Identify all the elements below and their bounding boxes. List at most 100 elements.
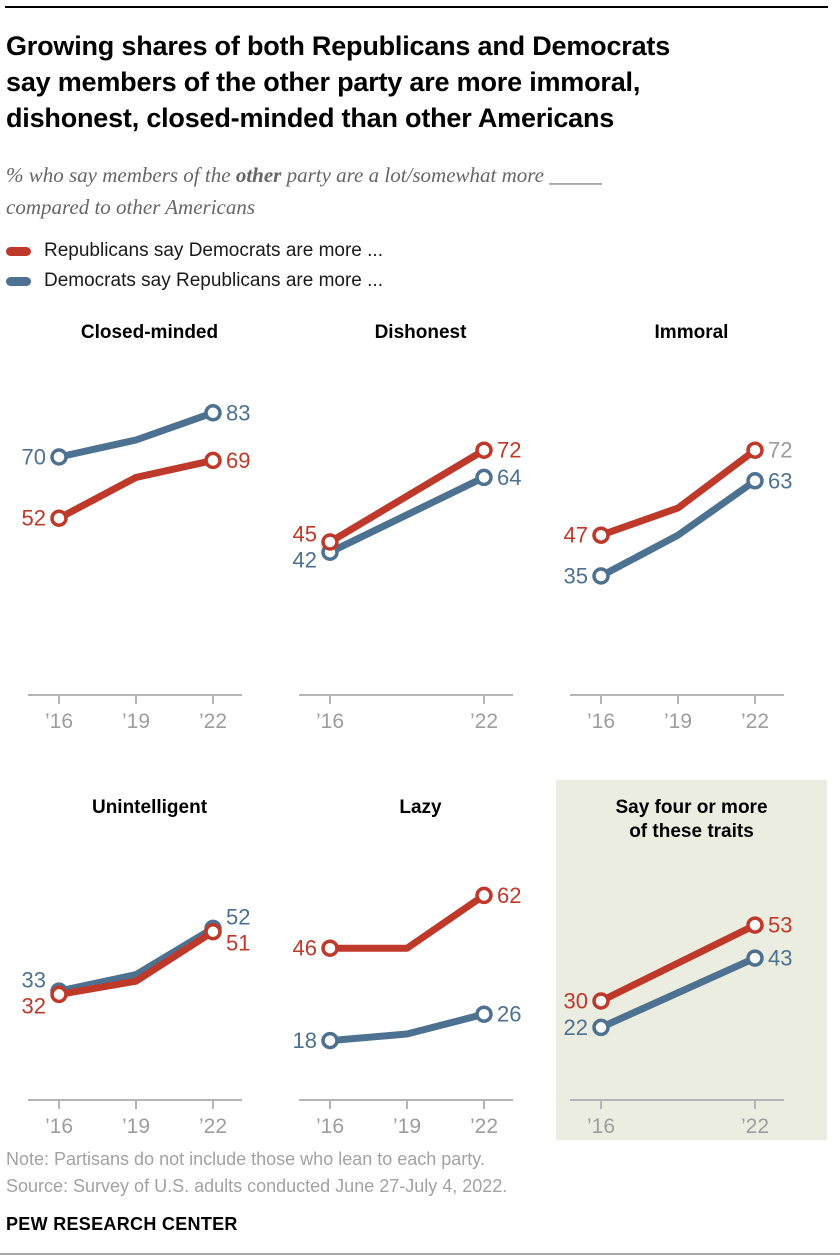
panel-title: Lazy <box>285 796 556 852</box>
panel-title: Immoral <box>556 321 827 355</box>
republicans-data-point <box>592 992 610 1010</box>
x-tick-label: ’16 <box>45 710 73 733</box>
panel-plot: ’16 ’19 ’22 33 32 52 51 <box>14 852 285 1140</box>
pew-research-center-wordmark: PEW RESEARCH CENTER <box>6 1214 238 1234</box>
panel-plot: ’16 ’22 22 30 43 53 <box>556 852 827 1140</box>
republicans-value-label: 52 <box>22 506 46 531</box>
subtitle-line2: compared to other Americans <box>6 195 256 219</box>
democrats-trend-line <box>597 954 759 1031</box>
panel-title: Dishonest <box>285 321 556 355</box>
panel-title: Closed-minded <box>14 321 285 355</box>
republicans-data-point <box>475 886 493 905</box>
democrats-data-point <box>475 1005 493 1023</box>
top-divider <box>5 6 828 8</box>
page-title-line: dishonest, closed-minded than other Amer… <box>6 103 615 133</box>
democrats-data-point <box>746 949 764 967</box>
republican-line-swatch-icon <box>6 246 31 256</box>
republicans-value-label: 46 <box>293 936 317 961</box>
panel-unintelligent: Unintelligent ’16 ’19 ’22 33 32 52 51 <box>14 780 285 1140</box>
x-tick-label: ’16 <box>587 1115 615 1138</box>
republicans-data-point <box>204 451 222 470</box>
panel-title-line: Dishonest <box>374 322 467 343</box>
republicans-trend-line <box>597 446 759 539</box>
page-title: Growing shares of both Republicans and D… <box>6 28 832 136</box>
x-tick-label: ’16 <box>587 710 615 733</box>
republicans-value-label: 47 <box>564 523 588 548</box>
democrats-value-label: 63 <box>768 468 792 493</box>
panel-dishonest: Dishonest ’16 ’22 42 45 64 72 <box>285 321 556 735</box>
republicans-value-label: 53 <box>768 913 792 938</box>
republicans-value-label: 72 <box>497 438 521 463</box>
legend: Republicans say Democrats are more ... D… <box>6 236 832 296</box>
x-tick-label: ’22 <box>741 710 769 733</box>
republicans-value-label: 32 <box>22 993 46 1018</box>
republicans-value-label: 69 <box>226 448 250 473</box>
democrats-data-point <box>204 404 222 422</box>
x-tick-label: ’22 <box>470 710 498 733</box>
republicans-data-point <box>746 441 764 459</box>
panel-title: Unintelligent <box>14 796 285 852</box>
panel-title: Say four or more of these traits <box>556 796 827 852</box>
x-tick-label: ’16 <box>45 1115 73 1138</box>
panel-title-line: of these traits <box>629 821 754 842</box>
republicans-data-point <box>746 916 764 934</box>
panel-title-line: Immoral <box>654 322 729 343</box>
panel-immoral: Immoral ’16 ’19 ’22 35 47 63 72 <box>556 321 827 735</box>
panel-title-line: Say four or more <box>615 797 768 818</box>
democrats-trend-line <box>55 409 217 461</box>
legend-item-republicans: Republicans say Democrats are more ... <box>6 236 832 266</box>
page-title-line: Growing shares of both Republicans and D… <box>6 31 671 61</box>
republicans-trend-line <box>597 921 759 1005</box>
republicans-value-label: 51 <box>226 931 250 956</box>
democrats-value-label: 33 <box>22 967 46 992</box>
democrats-value-label: 26 <box>497 1002 521 1027</box>
footer-note: Note: Partisans do not include those who… <box>6 1149 485 1169</box>
panel-four-or-more-traits: Say four or more of these traits ’16 ’22 22… <box>556 780 827 1140</box>
legend-item-democrats: Democrats say Republicans are more ... <box>6 266 832 296</box>
democrats-data-point <box>321 1031 339 1050</box>
democrats-trend-line <box>326 1010 488 1045</box>
x-tick-label: ’16 <box>316 710 344 733</box>
x-tick-label: ’19 <box>122 710 150 733</box>
democrats-value-label: 70 <box>22 445 46 470</box>
democrats-data-point <box>50 448 68 466</box>
democrats-data-point <box>746 472 764 490</box>
x-tick-label: ’19 <box>393 1115 421 1138</box>
x-tick-label: ’16 <box>316 1115 344 1138</box>
democrats-value-label: 43 <box>768 946 792 971</box>
x-tick-label: ’19 <box>664 710 692 733</box>
subtitle-bold-word: other <box>235 163 282 187</box>
panel-plot: ’16 ’19 ’22 35 47 63 72 <box>556 355 827 735</box>
legend-label: Republicans say Democrats are more ... <box>44 240 383 261</box>
panel-plot: ’16 ’19 ’22 70 52 83 69 <box>14 355 285 735</box>
democrats-value-label: 83 <box>226 400 250 425</box>
subtitle-lead: % who say members of the <box>6 163 236 187</box>
bottom-divider <box>0 1253 840 1255</box>
democrats-value-label: 35 <box>564 564 588 589</box>
line-chart: ’16 ’19 ’22 70 52 83 69 <box>22 400 251 733</box>
republicans-data-point <box>50 985 68 1004</box>
republicans-trend-line <box>326 891 488 952</box>
republicans-trend-line <box>55 456 217 522</box>
x-tick-label: ’22 <box>470 1115 498 1138</box>
republicans-trend-line <box>326 446 488 546</box>
republicans-data-point <box>321 533 339 551</box>
footer-source: Source: Survey of U.S. adults conducted … <box>6 1176 508 1196</box>
democrats-data-point <box>592 1018 610 1037</box>
x-tick-label: ’19 <box>122 1115 150 1138</box>
republicans-value-label: 45 <box>293 522 317 547</box>
democrats-value-label: 42 <box>293 548 317 573</box>
x-tick-label: ’22 <box>741 1115 769 1138</box>
panel-plot: ’16 ’19 ’22 18 46 26 62 <box>285 852 556 1140</box>
page-title-line: say members of the other party are more … <box>6 67 641 97</box>
x-tick-label: ’22 <box>199 710 227 733</box>
democrats-value-label: 52 <box>226 905 250 930</box>
panel-lazy: Lazy ’16 ’19 ’22 18 46 26 62 <box>285 780 556 1140</box>
panel-title-line: Unintelligent <box>91 797 208 818</box>
democrats-data-point <box>475 468 493 487</box>
republicans-value-label: 62 <box>497 883 521 908</box>
